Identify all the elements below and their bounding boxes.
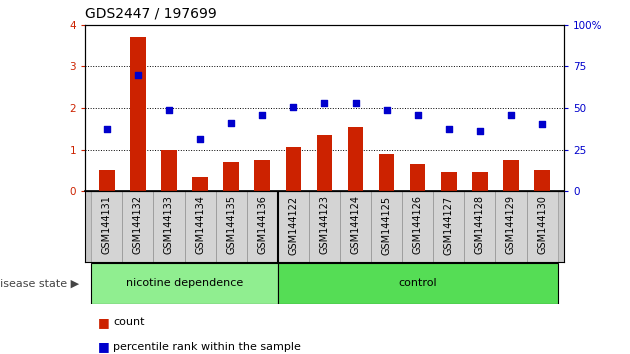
- Bar: [317, 135, 332, 191]
- Point: [475, 128, 485, 134]
- Point: [382, 107, 392, 113]
- Point: [164, 107, 174, 113]
- Text: GSM144123: GSM144123: [319, 195, 329, 255]
- Text: GSM144125: GSM144125: [382, 195, 392, 255]
- Bar: [192, 177, 208, 191]
- Text: disease state ▶: disease state ▶: [0, 278, 79, 288]
- Text: count: count: [113, 317, 145, 327]
- Bar: [278, 191, 309, 262]
- Bar: [122, 191, 154, 262]
- Point: [413, 113, 423, 118]
- Text: GSM144134: GSM144134: [195, 195, 205, 254]
- Bar: [464, 191, 495, 262]
- Text: GSM144124: GSM144124: [350, 195, 360, 255]
- Text: GSM144130: GSM144130: [537, 195, 547, 254]
- Bar: [285, 148, 301, 191]
- Point: [319, 100, 329, 106]
- Bar: [495, 191, 527, 262]
- Bar: [503, 160, 518, 191]
- Point: [102, 126, 112, 132]
- Bar: [99, 170, 115, 191]
- Bar: [441, 172, 457, 191]
- Bar: [255, 160, 270, 191]
- Bar: [130, 37, 146, 191]
- Text: GSM144127: GSM144127: [444, 195, 454, 255]
- Point: [226, 120, 236, 125]
- Bar: [91, 263, 278, 304]
- Point: [289, 104, 299, 110]
- Text: GSM144135: GSM144135: [226, 195, 236, 255]
- Bar: [402, 191, 433, 262]
- Point: [133, 72, 143, 78]
- Text: GSM144122: GSM144122: [289, 195, 299, 255]
- Text: GSM144126: GSM144126: [413, 195, 423, 255]
- Bar: [247, 191, 278, 262]
- Bar: [91, 191, 122, 262]
- Bar: [472, 172, 488, 191]
- Bar: [527, 191, 558, 262]
- Bar: [433, 191, 464, 262]
- Point: [257, 113, 267, 118]
- Bar: [348, 127, 364, 191]
- Text: ■: ■: [98, 316, 113, 329]
- Text: GSM144131: GSM144131: [102, 195, 112, 254]
- Text: GSM144136: GSM144136: [257, 195, 267, 254]
- Text: GSM144129: GSM144129: [506, 195, 516, 255]
- Bar: [410, 164, 425, 191]
- Bar: [185, 191, 215, 262]
- Point: [444, 126, 454, 132]
- Bar: [309, 191, 340, 262]
- Text: GDS2447 / 197699: GDS2447 / 197699: [85, 7, 217, 21]
- Text: GSM144128: GSM144128: [475, 195, 485, 255]
- Text: GSM144132: GSM144132: [133, 195, 143, 255]
- Bar: [340, 191, 371, 262]
- Point: [537, 121, 547, 127]
- Text: percentile rank within the sample: percentile rank within the sample: [113, 342, 301, 352]
- Bar: [379, 154, 394, 191]
- Point: [350, 100, 360, 106]
- Point: [506, 113, 516, 118]
- Point: [195, 136, 205, 142]
- Bar: [224, 162, 239, 191]
- Text: control: control: [398, 278, 437, 288]
- Bar: [371, 191, 402, 262]
- Bar: [278, 263, 558, 304]
- Text: nicotine dependence: nicotine dependence: [126, 278, 243, 288]
- Bar: [215, 191, 247, 262]
- Bar: [161, 149, 177, 191]
- Text: GSM144133: GSM144133: [164, 195, 174, 254]
- Text: ■: ■: [98, 341, 113, 353]
- Bar: [154, 191, 185, 262]
- Bar: [534, 170, 550, 191]
